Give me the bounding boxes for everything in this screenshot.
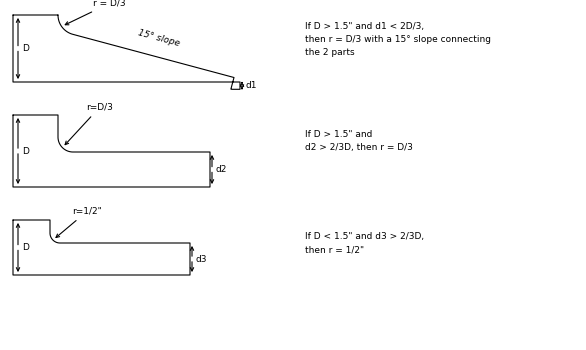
- Text: D: D: [22, 243, 29, 252]
- Text: d3: d3: [196, 254, 207, 264]
- Text: D: D: [22, 147, 29, 155]
- Text: d2: d2: [216, 165, 227, 174]
- Text: d1: d1: [246, 81, 257, 90]
- Text: If D > 1.5" and
d2 > 2/3D, then r = D/3: If D > 1.5" and d2 > 2/3D, then r = D/3: [305, 130, 413, 152]
- Text: r = D/3: r = D/3: [65, 0, 125, 25]
- Text: D: D: [22, 44, 29, 53]
- Text: If D < 1.5" and d3 > 2/3D,
then r = 1/2": If D < 1.5" and d3 > 2/3D, then r = 1/2": [305, 232, 424, 254]
- Text: If D > 1.5" and d1 < 2D/3,
then r = D/3 with a 15° slope connecting
the 2 parts: If D > 1.5" and d1 < 2D/3, then r = D/3 …: [305, 22, 491, 57]
- Text: r=D/3: r=D/3: [65, 103, 113, 145]
- Text: 15° slope: 15° slope: [137, 28, 180, 48]
- Text: r=1/2": r=1/2": [56, 207, 102, 238]
